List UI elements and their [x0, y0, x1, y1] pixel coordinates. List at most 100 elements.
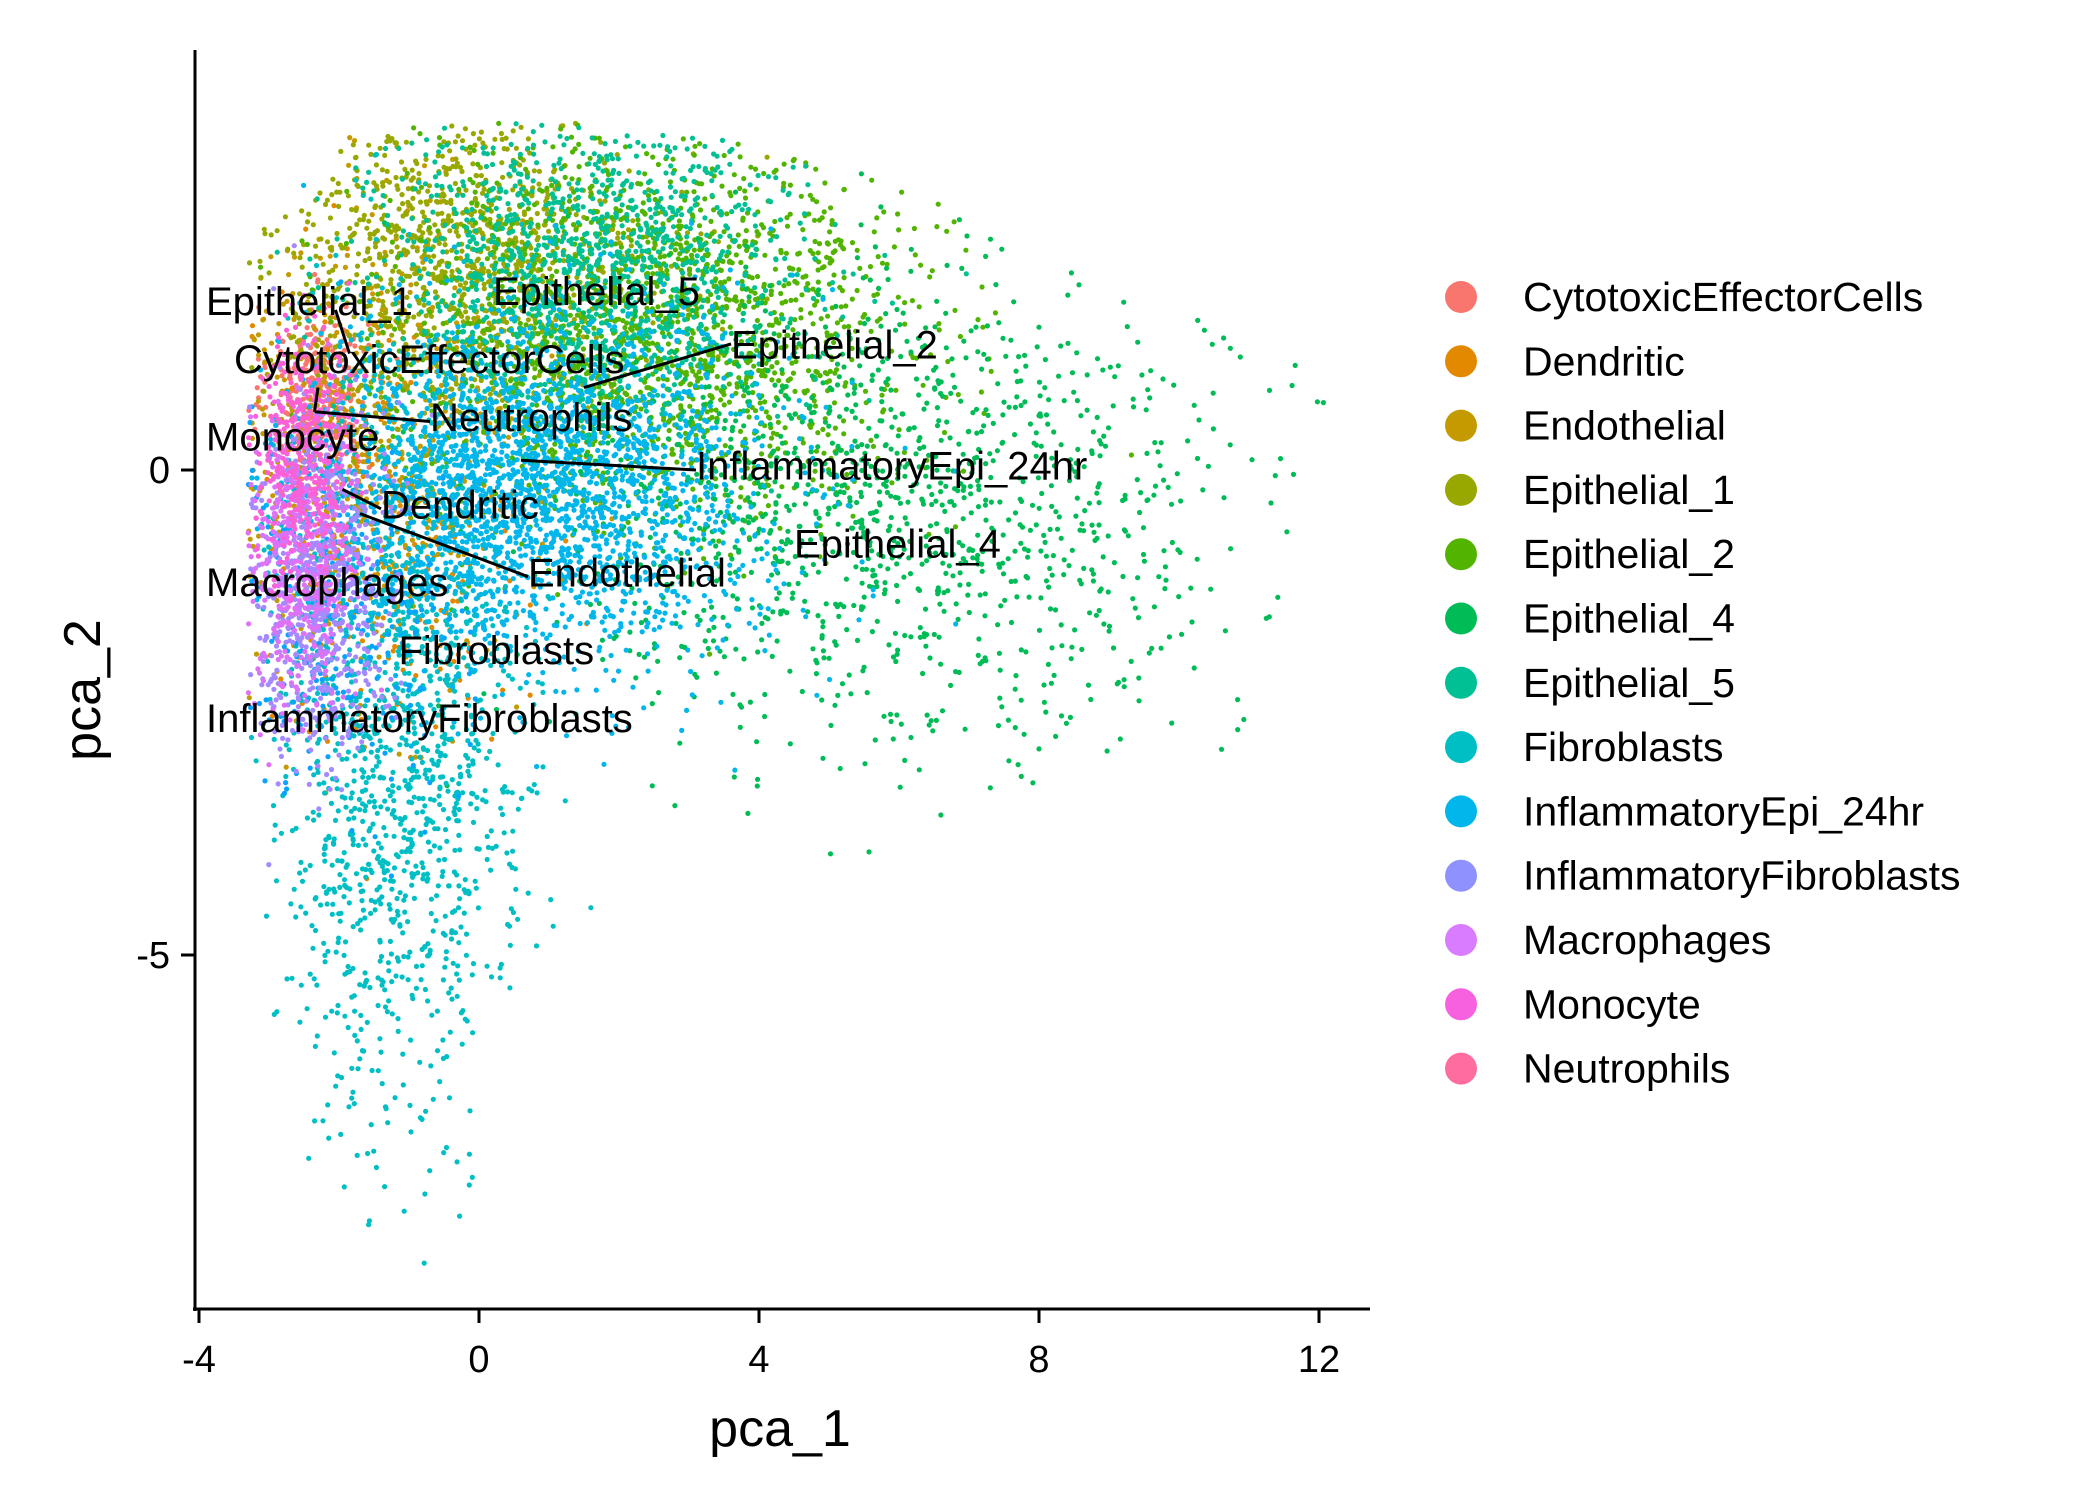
data-point: [373, 203, 379, 209]
data-point: [471, 315, 477, 322]
data-point: [1018, 498, 1025, 504]
data-point: [417, 199, 424, 205]
data-point: [355, 183, 361, 189]
data-point: [805, 368, 812, 374]
data-point: [677, 740, 683, 746]
data-point: [997, 667, 1003, 673]
data-point: [1012, 686, 1018, 692]
data-point: [937, 601, 943, 607]
data-point: [481, 281, 487, 287]
data-point: [762, 713, 768, 720]
data-point: [815, 250, 821, 256]
data-point: [1088, 696, 1094, 703]
data-point: [427, 309, 433, 315]
data-point: [752, 408, 759, 414]
data-point: [1092, 537, 1098, 544]
data-point: [982, 502, 989, 508]
data-point: [642, 171, 648, 177]
data-point: [1120, 497, 1126, 504]
data-point: [249, 323, 256, 329]
data-point: [746, 520, 752, 526]
data-point: [1168, 501, 1175, 507]
data-point: [397, 326, 403, 332]
data-point: [816, 515, 822, 521]
data-point: [843, 303, 849, 309]
data-point: [885, 566, 891, 572]
data-point: [279, 289, 285, 295]
data-point: [895, 211, 901, 217]
data-point: [876, 285, 882, 291]
data-point: [767, 415, 773, 421]
data-point: [1101, 433, 1107, 439]
data-point: [669, 446, 675, 452]
data-point: [875, 367, 882, 373]
data-point: [802, 501, 809, 507]
data-point: [547, 448, 553, 455]
data-point: [334, 230, 340, 237]
data-point: [744, 384, 750, 390]
data-point: [807, 248, 813, 254]
data-point: [656, 690, 662, 696]
data-point: [410, 195, 416, 201]
data-point: [304, 369, 310, 375]
data-point: [1090, 571, 1096, 577]
data-point: [1018, 697, 1024, 703]
data-point: [1003, 353, 1009, 359]
data-point: [1069, 547, 1075, 553]
data-point: [731, 172, 737, 178]
data-point: [874, 618, 880, 624]
data-point: [787, 182, 794, 188]
data-point: [658, 488, 664, 494]
data-point: [781, 161, 787, 167]
data-point: [752, 166, 759, 172]
data-point: [714, 373, 720, 380]
data-point: [854, 637, 861, 644]
data-point: [390, 433, 396, 439]
data-point: [1061, 572, 1067, 578]
data-point: [494, 180, 500, 186]
data-point: [386, 179, 393, 185]
data-point: [741, 176, 747, 182]
data-point: [369, 212, 375, 218]
data-point: [854, 499, 860, 506]
data-point: [330, 516, 336, 522]
data-point: [635, 217, 641, 223]
data-point: [525, 317, 532, 323]
data-point: [517, 162, 523, 168]
data-point: [672, 803, 678, 809]
data-point: [537, 187, 543, 193]
data-point: [618, 244, 625, 250]
data-point: [1047, 606, 1054, 612]
data-point: [1027, 421, 1033, 427]
data-point: [1066, 563, 1072, 569]
data-point: [852, 415, 859, 421]
data-point: [472, 142, 478, 148]
data-point: [525, 191, 531, 197]
data-point: [369, 271, 375, 277]
data-point: [943, 345, 949, 351]
data-point: [1021, 731, 1027, 737]
data-point: [431, 325, 437, 331]
data-point: [1144, 450, 1150, 456]
data-point: [376, 330, 382, 336]
data-point: [957, 333, 964, 340]
data-point: [1074, 495, 1080, 501]
data-point: [562, 174, 568, 180]
data-point: [339, 245, 345, 251]
data-point: [573, 227, 579, 233]
data-point: [879, 260, 886, 266]
data-point: [813, 199, 820, 205]
data-point: [820, 426, 826, 432]
data-point: [762, 691, 768, 698]
data-point: [1141, 558, 1147, 564]
data-point: [911, 225, 918, 232]
data-point: [827, 260, 833, 266]
data-point: [1130, 396, 1136, 402]
data-point: [299, 208, 305, 214]
data-point: [931, 631, 937, 638]
data-point: [342, 264, 348, 270]
data-point: [849, 240, 856, 246]
data-point: [815, 613, 821, 619]
data-point: [816, 241, 823, 247]
data-point: [895, 433, 901, 439]
